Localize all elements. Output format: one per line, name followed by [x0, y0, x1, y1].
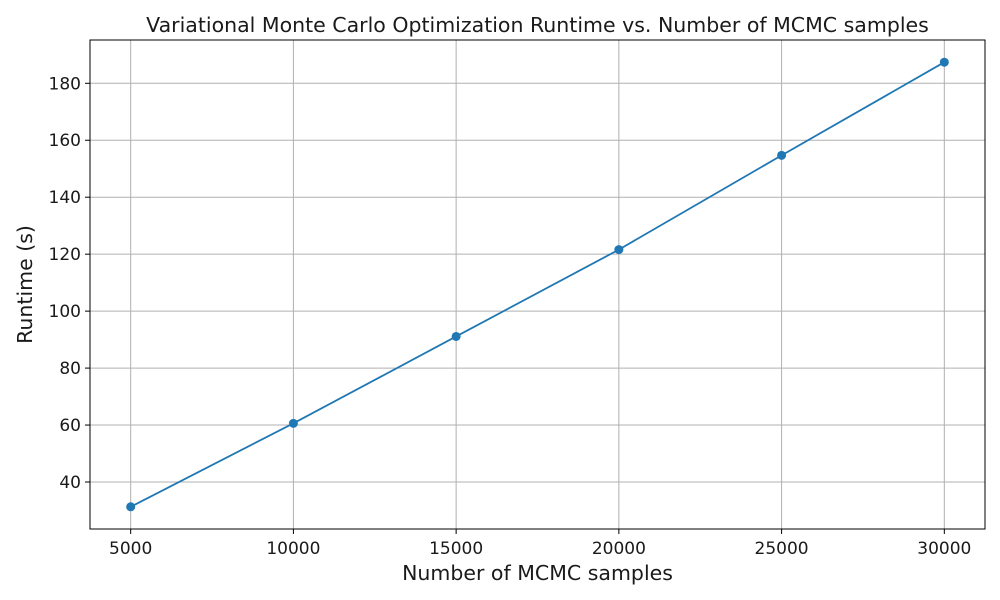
y-tick-label: 120 [49, 245, 81, 265]
y-tick-label: 140 [49, 188, 81, 208]
data-point [126, 502, 136, 512]
data-point [777, 150, 787, 160]
y-tick-label: 60 [59, 416, 81, 436]
axes-frame [89, 39, 986, 530]
ticks: 5000 10000 15000 20000 25000 30000 40 60 80 100 12… [49, 74, 972, 559]
x-tick-label: 5000 [109, 539, 152, 559]
x-tick-label: 15000 [429, 539, 483, 559]
y-tick-label: 100 [49, 302, 81, 322]
x-tick-label: 25000 [755, 539, 809, 559]
data-point [288, 418, 298, 428]
y-tick-label: 180 [49, 74, 81, 94]
y-tick-label: 160 [49, 131, 81, 151]
data-point [614, 245, 624, 255]
y-tick-label: 40 [59, 473, 81, 493]
series-layer [126, 57, 949, 512]
x-tick-label: 10000 [266, 539, 320, 559]
chart-title: Variational Monte Carlo Optimization Run… [146, 13, 929, 37]
series-line [130, 61, 945, 508]
data-point [939, 57, 949, 67]
x-tick-label: 30000 [917, 539, 971, 559]
x-axis-label: Number of MCMC samples [402, 561, 673, 585]
x-tick-label: 20000 [592, 539, 646, 559]
grid [90, 40, 985, 529]
data-point [451, 331, 461, 341]
y-tick-label: 80 [59, 359, 81, 379]
y-axis-label: Runtime (s) [13, 225, 37, 344]
